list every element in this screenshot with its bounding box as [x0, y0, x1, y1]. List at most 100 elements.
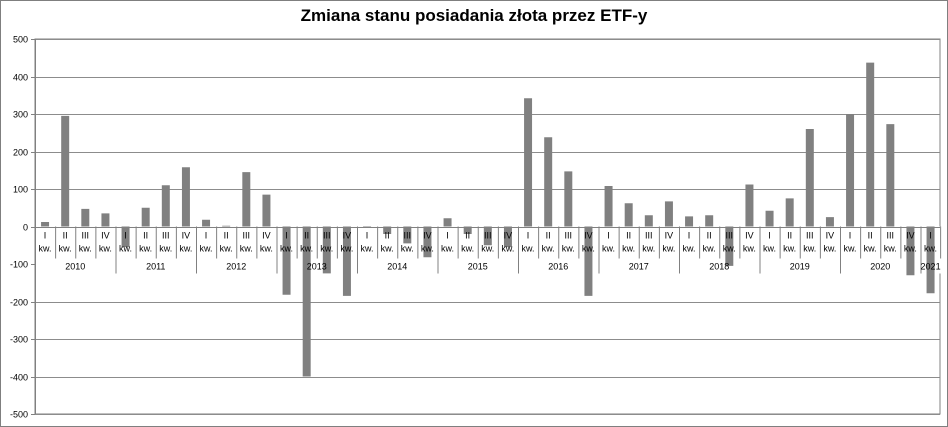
year-label: 2016: [548, 262, 568, 272]
quarter-suffix-label: kw.: [340, 244, 353, 254]
bar: [503, 226, 512, 248]
quarter-suffix-label: kw.: [542, 244, 555, 254]
quarter-label: III: [806, 231, 814, 241]
quarter-suffix-label: kw.: [461, 244, 474, 254]
quarter-label: II: [385, 231, 390, 241]
bar: [242, 172, 251, 227]
quarter-suffix-label: kw.: [59, 244, 72, 254]
bar: [483, 226, 492, 246]
quarter-suffix-label: kw.: [381, 244, 394, 254]
quarter-label: IV: [906, 231, 915, 241]
bar: [906, 226, 915, 276]
bar: [262, 194, 271, 227]
bar: [644, 215, 653, 227]
quarter-label: II: [224, 231, 229, 241]
quarter-suffix-label: kw.: [703, 244, 716, 254]
quarter-suffix-label: kw.: [159, 244, 172, 254]
quarter-suffix-label: kw.: [864, 244, 877, 254]
quarter-suffix-label: kw.: [421, 244, 434, 254]
quarter-suffix-label: kw.: [662, 244, 675, 254]
y-tick-label: -100: [10, 260, 28, 270]
quarter-suffix-label: kw.: [642, 244, 655, 254]
year-label: 2017: [629, 262, 649, 272]
y-tick-label: 100: [13, 185, 28, 195]
bar: [61, 115, 70, 227]
quarter-label: III: [323, 231, 331, 241]
bar: [725, 226, 734, 266]
quarter-label: II: [868, 231, 873, 241]
quarter-suffix-label: kw.: [683, 244, 696, 254]
y-tick-label: 0: [23, 223, 28, 233]
bar: [926, 226, 935, 294]
quarter-suffix-label: kw.: [39, 244, 52, 254]
quarter-suffix-label: kw.: [99, 244, 112, 254]
quarter-suffix-label: kw.: [441, 244, 454, 254]
bar: [846, 114, 855, 227]
year-label: 2010: [65, 262, 85, 272]
y-tick-label: -200: [10, 298, 28, 308]
y-tick-label: 400: [13, 73, 28, 83]
quarter-suffix-label: kw.: [602, 244, 615, 254]
bar: [463, 226, 472, 234]
quarter-suffix-label: kw.: [320, 244, 333, 254]
quarter-suffix-label: kw.: [200, 244, 213, 254]
y-tick-label: 300: [13, 110, 28, 120]
bar: [544, 137, 553, 227]
bar: [302, 226, 311, 377]
quarter-suffix-label: kw.: [622, 244, 635, 254]
quarter-suffix-label: kw.: [240, 244, 253, 254]
quarter-suffix-label: kw.: [179, 244, 192, 254]
quarter-suffix-label: kw.: [481, 244, 494, 254]
bar: [222, 225, 231, 227]
quarter-suffix-label: kw.: [803, 244, 816, 254]
quarter-suffix-label: kw.: [280, 244, 293, 254]
quarter-label: IV: [745, 231, 754, 241]
year-label: 2019: [790, 262, 810, 272]
quarter-label: II: [707, 231, 712, 241]
year-label: 2013: [307, 262, 327, 272]
bar: [785, 198, 794, 227]
quarter-label: IV: [665, 231, 674, 241]
quarter-label: I: [446, 231, 449, 241]
quarter-suffix-label: kw.: [723, 244, 736, 254]
year-label: 2018: [709, 262, 729, 272]
quarter-label: III: [645, 231, 653, 241]
quarter-label: III: [404, 231, 412, 241]
quarter-label: I: [285, 231, 288, 241]
quarter-label: II: [546, 231, 551, 241]
bar: [81, 208, 90, 227]
quarter-label: III: [726, 231, 734, 241]
quarter-suffix-label: kw.: [582, 244, 595, 254]
bar: [322, 226, 331, 274]
quarter-label: IV: [504, 231, 513, 241]
bar: [121, 226, 130, 248]
bar: [664, 201, 673, 227]
quarter-label: II: [465, 231, 470, 241]
bar: [825, 217, 834, 227]
bar: [685, 216, 694, 227]
bar: [202, 219, 211, 227]
quarter-suffix-label: kw.: [220, 244, 233, 254]
bar: [161, 185, 170, 227]
quarter-suffix-label: kw.: [79, 244, 92, 254]
year-label: 2014: [387, 262, 407, 272]
quarter-label: IV: [101, 231, 110, 241]
quarter-label: IV: [826, 231, 835, 241]
quarter-suffix-label: kw.: [119, 244, 132, 254]
quarter-suffix-label: kw.: [300, 244, 313, 254]
bar: [524, 98, 533, 227]
quarter-suffix-label: kw.: [522, 244, 535, 254]
bar: [745, 184, 754, 227]
quarter-label: II: [304, 231, 309, 241]
y-tick-label: -300: [10, 335, 28, 345]
y-tick-label: 500: [13, 35, 28, 45]
quarter-suffix-label: kw.: [501, 244, 514, 254]
quarter-label: III: [243, 231, 251, 241]
bar: [342, 226, 351, 296]
quarter-label: I: [527, 231, 530, 241]
year-label: 2011: [146, 262, 165, 272]
quarter-suffix-label: kw.: [260, 244, 273, 254]
bar: [705, 215, 714, 227]
bar: [584, 226, 593, 296]
